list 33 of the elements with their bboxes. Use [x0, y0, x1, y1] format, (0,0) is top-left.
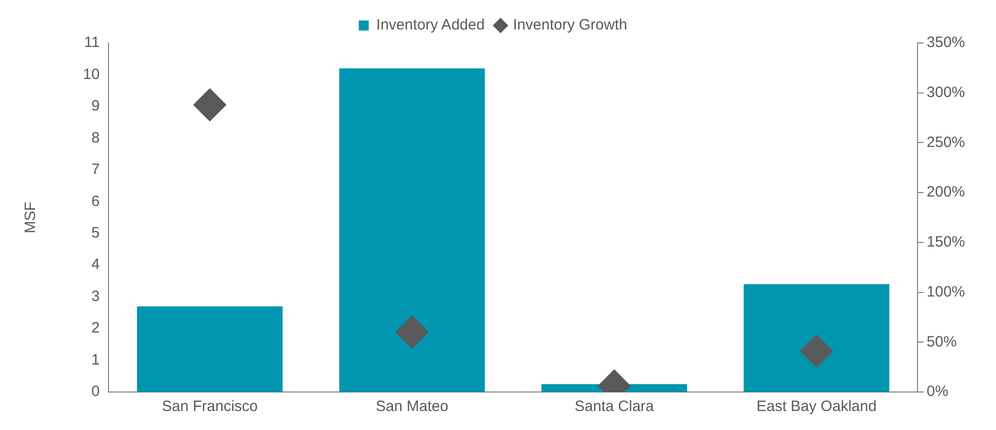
x-tick-label: East Bay Oakland	[756, 398, 877, 416]
y2-tick-label: 50%	[926, 333, 957, 350]
y-tick-label: 3	[91, 288, 100, 305]
y2-tick-label: 250%	[926, 134, 966, 151]
bar	[137, 306, 283, 392]
y2-tick-label: 100%	[926, 283, 966, 300]
y-axis-title: MSF	[22, 202, 40, 234]
bar	[339, 68, 485, 392]
y-tick-label: 0	[91, 383, 100, 400]
y-tick-label: 5	[91, 224, 100, 242]
y-tick-label: 4	[91, 256, 100, 274]
y2-tick-label: 200%	[926, 184, 966, 201]
x-tick-label: Santa Clara	[574, 398, 655, 416]
x-tick-label: San Mateo	[376, 398, 448, 416]
y-tick-label: 1	[91, 351, 100, 368]
x-tick-label: San Francisco	[162, 398, 258, 416]
y2-tick-label: 0%	[926, 383, 948, 400]
legend-label: Inventory Growth	[513, 16, 628, 34]
y-tick-label: 9	[91, 98, 100, 115]
y-tick-label: 2	[91, 320, 100, 337]
y-tick-label: 10	[82, 66, 100, 83]
y-tick-label: 7	[91, 161, 100, 178]
point	[193, 88, 226, 122]
point	[396, 316, 429, 349]
y2-tick-label: 150%	[926, 234, 966, 251]
legend-label: Inventory Added	[376, 16, 485, 34]
y2-tick-label: 350%	[926, 34, 966, 52]
y2-tick-label: 300%	[926, 84, 966, 101]
y-tick-label: 6	[91, 192, 100, 210]
y-tick-label: 8	[91, 129, 100, 146]
point	[800, 334, 834, 368]
y-tick-label: 11	[84, 34, 100, 52]
bar	[744, 284, 890, 392]
